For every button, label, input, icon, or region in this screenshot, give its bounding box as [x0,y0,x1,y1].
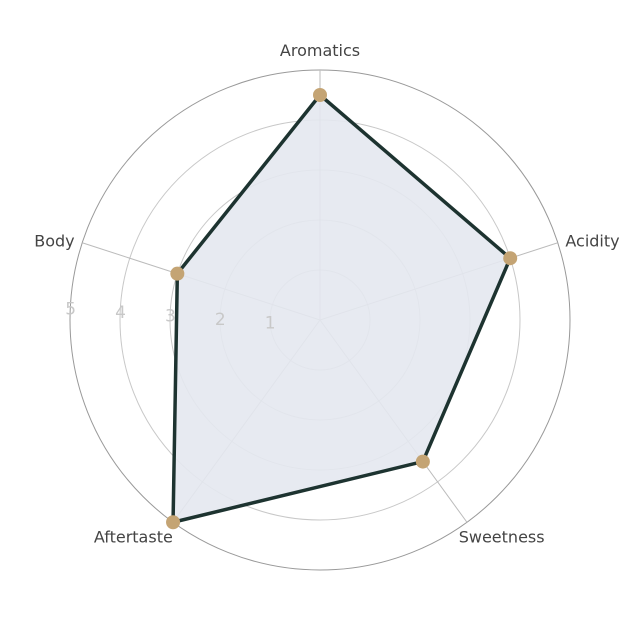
axis-label-acidity: Acidity [565,231,619,250]
radial-tick-label: 4 [115,303,126,323]
series [166,88,518,530]
axis-label-body: Body [34,231,74,250]
axis-label-aromatics: Aromatics [280,41,360,60]
data-point[interactable] [170,266,185,281]
data-point[interactable] [166,515,181,530]
radial-tick-label: 5 [65,300,76,320]
data-point[interactable] [313,88,327,102]
data-point[interactable] [415,454,430,469]
axis-label-sweetness: Sweetness [459,528,545,547]
radial-tick-label: 1 [265,314,276,334]
radial-tick-label: 2 [215,310,226,330]
series-area [171,93,512,525]
axis-label-aftertaste: Aftertaste [94,528,173,547]
radial-tick-labels: 1 2 3 4 5 [65,300,275,334]
radial-tick-label: 3 [165,307,176,327]
data-point[interactable] [503,251,518,266]
axis-labels: Aromatics Acidity Sweetness Aftertaste Body [34,41,619,547]
